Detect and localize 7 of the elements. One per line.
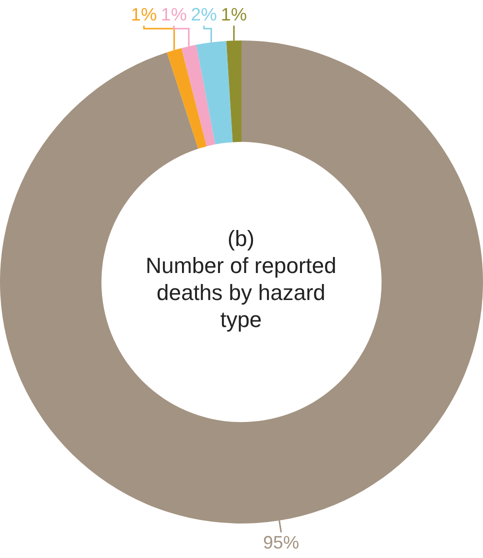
- data-label: 95%: [263, 532, 300, 552]
- data-label: 1%: [160, 4, 187, 25]
- data-label: 2%: [190, 4, 217, 25]
- text: (b): [226, 225, 256, 252]
- text: Number of reported deaths by hazard type: [144, 252, 338, 333]
- data-label: 1%: [220, 4, 247, 25]
- data-label: 1%: [130, 4, 157, 25]
